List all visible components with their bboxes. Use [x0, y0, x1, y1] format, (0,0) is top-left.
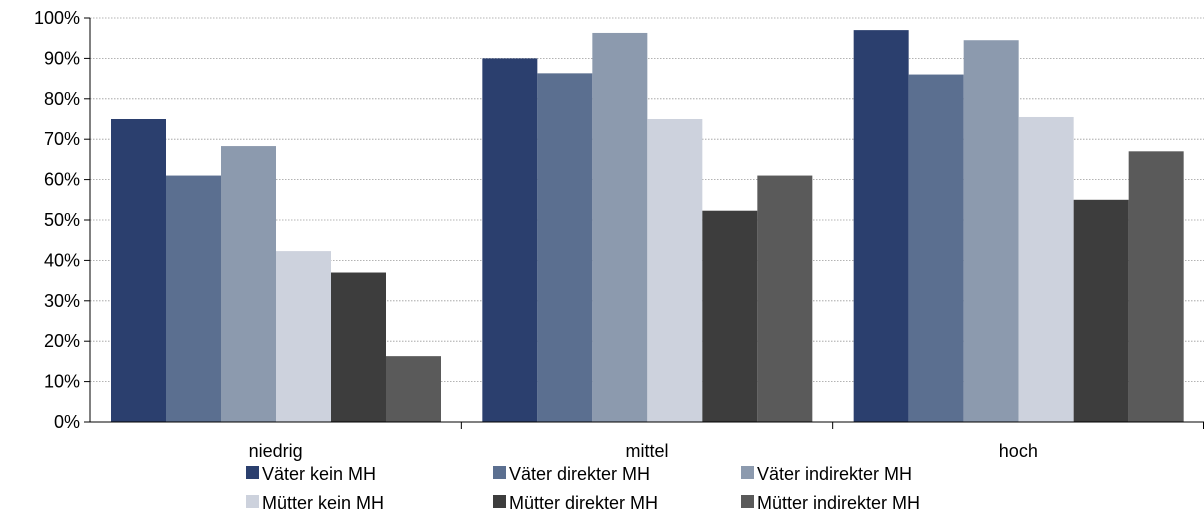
- legend-swatch: [246, 466, 259, 479]
- y-tick-label: 70%: [44, 129, 80, 149]
- bar: [1018, 116, 1074, 422]
- y-tick-label: 10%: [44, 372, 80, 392]
- bar: [537, 73, 593, 423]
- y-tick-label: 20%: [44, 331, 80, 351]
- legend-swatch: [741, 495, 754, 508]
- x-tick-label: hoch: [999, 441, 1038, 461]
- y-tick-label: 50%: [44, 210, 80, 230]
- y-tick-label: 60%: [44, 170, 80, 190]
- axes: [84, 17, 1204, 429]
- legend-label: Väter kein MH: [262, 464, 376, 484]
- x-tick-labels: niedrig mittel hoch: [249, 441, 1038, 461]
- bar: [1128, 151, 1184, 422]
- bar: [166, 175, 221, 422]
- bar: [702, 210, 758, 422]
- legend-swatch: [493, 466, 506, 479]
- bar: [111, 119, 166, 422]
- bar: [331, 272, 386, 422]
- legend-label: Väter direkter MH: [509, 464, 650, 484]
- bar: [963, 40, 1019, 422]
- y-tick-label: 30%: [44, 291, 80, 311]
- bar: [482, 58, 538, 423]
- legend-swatch: [741, 466, 754, 479]
- bars: [111, 30, 1184, 423]
- bar: [908, 74, 964, 422]
- legend-label: Mütter direkter MH: [509, 493, 658, 513]
- bar: [647, 119, 703, 422]
- bar: [386, 356, 441, 422]
- bar: [592, 32, 648, 423]
- y-tick-label: 0%: [54, 412, 80, 432]
- legend-swatch: [246, 495, 259, 508]
- bar: [221, 146, 276, 422]
- x-tick-label: niedrig: [249, 441, 303, 461]
- y-tick-label: 90%: [44, 48, 80, 68]
- bar: [853, 30, 909, 423]
- x-tick-label: mittel: [625, 441, 668, 461]
- legend-label: Väter indirekter MH: [757, 464, 912, 484]
- legend-swatch: [493, 495, 506, 508]
- y-tick-label: 100%: [34, 8, 80, 28]
- bar: [276, 251, 331, 422]
- legend: Väter kein MH Väter direkter MH Väter indi…: [246, 464, 920, 513]
- y-tick-label: 80%: [44, 89, 80, 109]
- bar: [1073, 199, 1129, 422]
- legend-label: Mütter kein MH: [262, 493, 384, 513]
- bar: [757, 175, 813, 422]
- y-tick-labels: 0% 10% 20% 30% 40% 50% 60% 70% 80% 90% 100%: [34, 8, 80, 432]
- y-tick-label: 40%: [44, 250, 80, 270]
- legend-label: Mütter indirekter MH: [757, 493, 920, 513]
